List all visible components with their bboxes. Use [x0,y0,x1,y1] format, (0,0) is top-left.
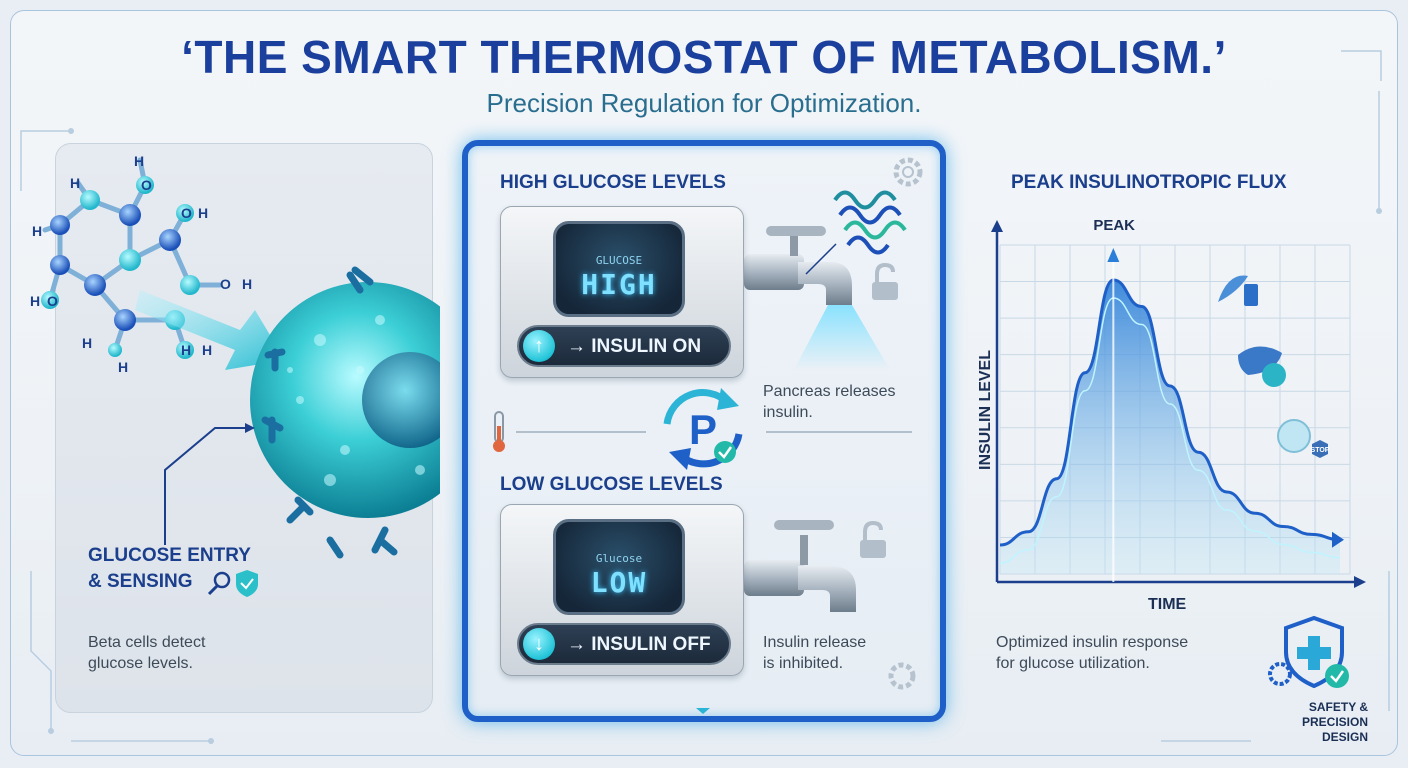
desc-line2: for glucose utilization. [996,655,1150,672]
x-axis-label: TIME [1148,596,1187,613]
atom-label: O [220,276,231,292]
flux-description: Optimized insulin response for glucose u… [996,632,1256,674]
atom-label: O [141,177,152,193]
display-value: HIGH [581,268,657,301]
circuit-decoration [20,50,1390,744]
insulin-off-label: → INSULIN OFF [567,634,711,655]
atom-label: O [47,293,58,309]
glucose-display-high: GLUCOSE HIGH [553,221,685,317]
up-arrow-icon: ↑ [523,330,555,362]
glucose-display-low: Glucose LOW [553,519,685,615]
note-line1: Pancreas releases [763,383,896,400]
insulin-curve-glow [999,297,1341,564]
curve-end-arrow [1332,531,1344,548]
atom-label: H [32,223,42,239]
atom-label: H [198,205,208,221]
atom-label: H [181,342,191,358]
desc-line1: Beta cells detect [88,634,206,651]
safety-label: SAFETY & PRECISION DESIGN [1258,700,1368,745]
atom-label: H [202,342,212,358]
insulin-on-label: → INSULIN ON [567,336,702,357]
desc-line1: Optimized insulin response [996,634,1189,651]
flux-title: PEAK INSULINOTROPIC FLUX [1011,172,1287,193]
page-title: ‘THE SMART THERMOSTAT OF METABOLISM.’ [181,31,1227,83]
atom-label: H [82,335,92,351]
insulin-on-button[interactable]: ↑ → INSULIN ON [517,325,731,367]
display-label: Glucose [595,552,643,565]
atom-label: H [118,359,128,375]
display-value: LOW [590,566,648,599]
magnifier-icon [207,571,231,596]
atom-label: H [134,153,144,169]
pancreas-fuel-icon [1218,275,1258,306]
note-line2: is inhibited. [763,655,844,672]
entry-arrow [135,290,285,370]
low-glucose-heading: LOW GLUCOSE LEVELS [500,474,723,495]
down-arrow-icon: ↓ [523,628,555,660]
high-glucose-heading: HIGH GLUCOSE LEVELS [500,172,726,193]
glucose-entry-heading: GLUCOSE ENTRY & SENSING [88,543,308,595]
safety-line1: SAFETY & [1308,700,1368,714]
entry-title-line2: & SENSING [88,571,193,592]
high-glucose-note: Pancreas releases insulin. [763,381,923,423]
insulin-area [1000,280,1340,574]
peak-label: PEAK [1093,217,1135,234]
low-glucose-note: Insulin release is inhibited. [763,632,923,674]
stop-icon: STOP [1277,419,1330,458]
safety-line2: PRECISION DESIGN [1301,715,1368,744]
low-glucose-control: Glucose LOW ↓ → INSULIN OFF [500,504,744,676]
insulin-off-button[interactable]: ↓ → INSULIN OFF [517,623,731,665]
high-glucose-control: GLUCOSE HIGH ↑ → INSULIN ON [500,206,744,378]
atom-label: H [242,276,252,292]
safety-shield-icon [1268,615,1349,689]
atom-label: H [30,293,40,309]
page-subtitle: Precision Regulation for Optimization. [486,88,922,118]
peak-arrow-icon [1107,248,1120,262]
glucose-cell-illustration: H H O H H O H H O H H O H H [30,153,440,597]
shield-check-icon [236,570,258,597]
atom-label: H [70,175,80,191]
atom-label: O [181,205,192,221]
note-line2: insulin. [763,404,813,421]
desc-line2: glucose levels. [88,655,193,672]
display-label: GLUCOSE [595,254,643,267]
insulin-curve [999,278,1341,547]
stop-label: STOP [1311,447,1330,454]
note-line1: Insulin release [763,634,867,651]
entry-title-line1: GLUCOSE ENTRY [88,545,251,566]
beta-cell [250,266,440,559]
glucose-entry-description: Beta cells detect glucose levels. [88,632,318,674]
y-axis-label: INSULIN LEVEL [977,350,994,470]
liver-icon [1238,346,1286,387]
